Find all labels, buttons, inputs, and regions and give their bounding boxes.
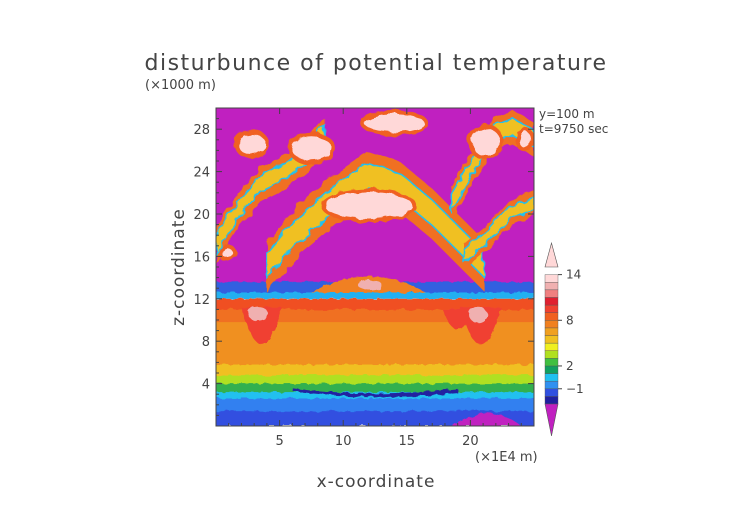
- bottom-pocket: [451, 413, 522, 426]
- colorbar-label: 14: [566, 268, 581, 282]
- cloud-edge-left: [222, 248, 233, 259]
- arch-center-edge: [266, 162, 484, 281]
- band-yellow: [216, 364, 534, 378]
- colorbar-segment: [544, 350, 559, 359]
- band-tropopause-cyan: [216, 292, 534, 299]
- colorbar-segment: [544, 289, 559, 298]
- cloud-left: [291, 136, 332, 161]
- column-right-small: [442, 309, 473, 330]
- x-tick-label: 10: [335, 434, 352, 449]
- heatmap-field: [216, 108, 534, 426]
- colorbar-segment: [544, 380, 559, 389]
- y-unit-label: (×1000 m): [145, 78, 216, 93]
- bump-core: [357, 280, 382, 291]
- band-lime: [216, 375, 534, 386]
- y-tick-label: 16: [193, 250, 210, 265]
- annotation-t: t=9750 sec: [539, 122, 608, 136]
- pink-accent: [247, 306, 268, 321]
- axes: 5 10 15 20 4 8 12 16 20 24 28: [193, 108, 534, 449]
- cloud-far-right: [519, 131, 532, 148]
- cloud-top-left: [237, 134, 266, 155]
- x-tick-label: 20: [462, 434, 479, 449]
- band-blue: [216, 398, 534, 414]
- x-axis-label: x-coordinate: [317, 472, 436, 492]
- colorbar-segment: [544, 327, 559, 336]
- y-tick-label: 20: [193, 208, 210, 223]
- colorbar-segment: [544, 304, 559, 313]
- colorbar-label: 8: [566, 313, 574, 327]
- colorbar-segment: [544, 365, 559, 374]
- y-tick-label: 24: [193, 166, 210, 181]
- colorbar-label: 2: [566, 359, 574, 373]
- arch-center-yellow: [266, 162, 484, 279]
- x-unit-label: (×1E4 m): [475, 450, 538, 465]
- colorbar-segment: [544, 358, 559, 367]
- y-tick-label: 4: [202, 378, 210, 393]
- band-bottom: [216, 411, 534, 426]
- colorbar-segment: [544, 312, 559, 321]
- arch-right-orange: [451, 110, 534, 221]
- cloud-top-center: [364, 113, 425, 132]
- colorbar-segment: [544, 342, 559, 351]
- colorbar-segment: [544, 388, 559, 397]
- x-tick-label: 15: [399, 434, 416, 449]
- dark-ridge: [292, 387, 458, 397]
- band-upper-red: [216, 298, 534, 312]
- colorbar-segment: [544, 373, 559, 382]
- colorbar-segment: [544, 297, 559, 306]
- colorbar-segment: [544, 320, 559, 329]
- cloud-center: [324, 192, 413, 219]
- x-tick-label: 5: [275, 434, 283, 449]
- annotation-y: y=100 m: [539, 107, 595, 121]
- colorbar-bottom-arrow: [544, 403, 559, 437]
- y-tick-label: 12: [193, 293, 210, 308]
- colorbar-label: −1: [566, 382, 584, 396]
- arch-right-low-edge: [463, 195, 534, 264]
- y-tick-label: 28: [193, 123, 210, 138]
- y-axis-label: z-coordinate: [169, 208, 189, 326]
- band-green: [216, 383, 534, 395]
- colorbar-top-arrow: [544, 241, 559, 268]
- colorbar-segment: [544, 274, 559, 283]
- arch-center-orange: [266, 151, 484, 293]
- cloud-right: [471, 127, 500, 156]
- colorbar-segment: [544, 282, 559, 291]
- pink-accent: [469, 306, 488, 323]
- colorbar: 14 8 2 −1: [544, 241, 584, 437]
- colorbar-segment: [544, 335, 559, 344]
- colorbar-segment: [544, 396, 559, 405]
- y-tick-label: 8: [202, 335, 210, 350]
- chart-title: disturbunce of potential temperature: [145, 51, 608, 76]
